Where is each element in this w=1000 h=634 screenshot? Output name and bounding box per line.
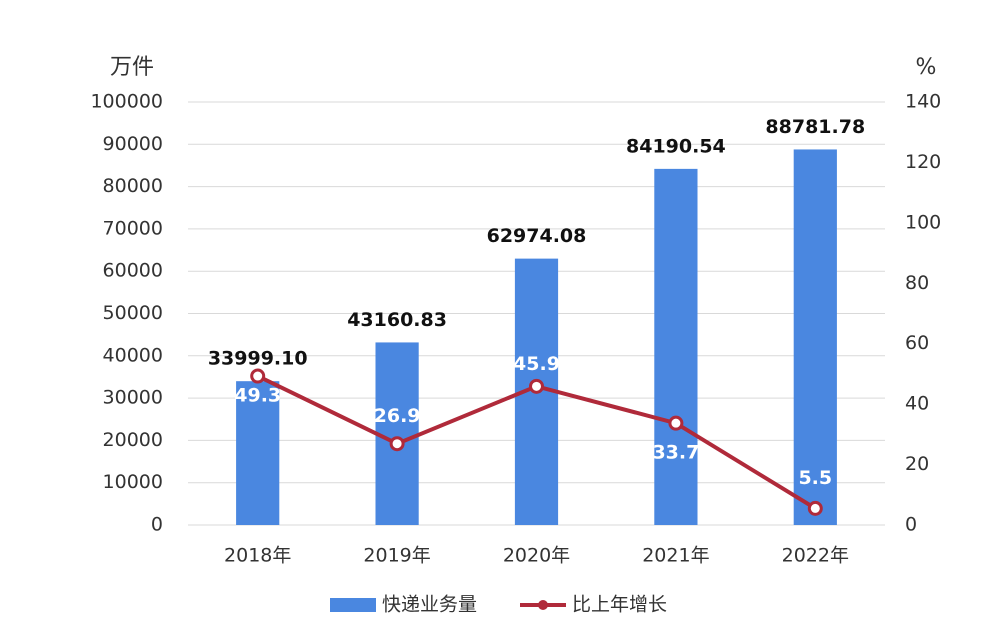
bar-value-label: 84190.54: [626, 135, 726, 157]
bar-value-label: 43160.83: [347, 309, 447, 331]
y-tick-label: 10000: [103, 471, 163, 493]
y2-tick-label: 0: [905, 514, 917, 536]
bar-value-label: 33999.10: [208, 348, 308, 370]
line-value-label: 49.3: [234, 385, 281, 407]
y-tick-label: 90000: [103, 133, 163, 155]
bar: [375, 342, 419, 525]
y-tick-label: 30000: [103, 387, 163, 409]
line-marker: [807, 500, 823, 516]
line-value-label: 33.7: [652, 442, 699, 464]
y-tick-label: 70000: [103, 217, 163, 239]
line-marker: [529, 378, 544, 394]
y-tick-label: 20000: [103, 429, 163, 451]
y-tick-label: 50000: [103, 302, 163, 324]
bar: [654, 168, 698, 525]
x-tick-label: 2018年: [224, 545, 291, 567]
y-axis-label: 万件: [110, 55, 154, 80]
bar-value-label: 62974.08: [487, 225, 587, 247]
line-marker: [389, 436, 405, 452]
bar: [793, 149, 837, 525]
legend-label: 比上年增长: [572, 594, 667, 616]
bar-value-label: 88781.78: [765, 116, 865, 138]
y2-tick-label: 80: [905, 272, 929, 294]
y-tick-label: 60000: [103, 260, 163, 282]
y-tick-label: 80000: [103, 175, 163, 197]
y2-axis-label: %: [916, 55, 937, 80]
y-tick-label: 100000: [90, 91, 163, 113]
y-tick-label: 40000: [103, 344, 163, 366]
line-value-label: 26.9: [374, 405, 421, 427]
y2-tick-label: 100: [905, 211, 941, 233]
x-tick-label: 2019年: [363, 545, 430, 567]
y2-tick-label: 120: [905, 151, 941, 173]
y2-tick-label: 60: [905, 332, 929, 354]
x-tick-label: 2021年: [642, 545, 709, 567]
y2-tick-label: 140: [905, 91, 941, 113]
bar: [236, 381, 280, 525]
line-value-label: 45.9: [513, 353, 560, 375]
line-marker: [668, 415, 684, 431]
legend-swatch-marker: [538, 600, 548, 610]
y-tick-label: 0: [151, 514, 163, 536]
line-value-label: 5.5: [798, 467, 832, 489]
legend-swatch: [330, 598, 376, 612]
y2-tick-label: 40: [905, 393, 929, 415]
legend-label: 快递业务量: [382, 594, 477, 616]
y2-tick-label: 20: [905, 453, 929, 475]
line-marker: [250, 368, 266, 384]
x-tick-label: 2022年: [782, 545, 849, 567]
x-tick-label: 2020年: [503, 545, 570, 567]
